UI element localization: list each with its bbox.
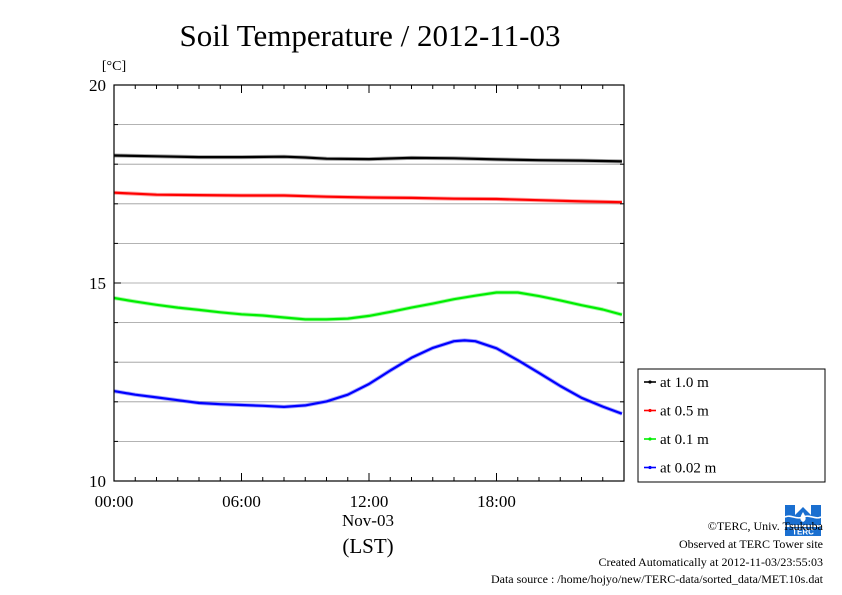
x-axis-ticks: 00:00 06:00 12:00 18:00 [95, 85, 625, 511]
created-text: Created Automatically at 2012-11-03/23:5… [598, 555, 823, 569]
data-source-text: Data source : /home/hojyo/new/TERC-data/… [490, 572, 823, 586]
legend-label: at 0.5 m [660, 404, 709, 420]
legend: at 1.0 m at 0.5 m at 0.1 m at 0.02 m [637, 368, 826, 483]
observed-text: Observed at TERC Tower site [678, 537, 823, 551]
legend-label: at 1.0 m [660, 375, 709, 391]
y-tick-label: 10 [89, 472, 106, 491]
legend-label: at 0.02 m [660, 461, 717, 477]
x-tick-label: 12:00 [350, 492, 389, 511]
copyright-text: ©TERC, Univ. Tsukuba [707, 519, 823, 533]
date-label: Nov-03 [342, 511, 394, 530]
x-tick-label: 00:00 [95, 492, 134, 511]
legend-marker [648, 380, 652, 384]
y-axis-ticks: 10 15 20 [89, 76, 624, 491]
series-line [113, 154, 622, 163]
legend-marker [648, 408, 652, 413]
chart-title: Soil Temperature / 2012-11-03 [180, 18, 561, 53]
y-tick-label: 20 [89, 76, 106, 95]
terc-logo-icon: TERC [784, 503, 822, 537]
legend-label: at 0.1 m [660, 432, 709, 448]
series-line [113, 339, 623, 415]
logo-text: TERC [792, 528, 814, 537]
y-axis-unit-label: [°C] [102, 59, 126, 74]
horizontal-gridlines [114, 124, 624, 442]
y-tick-label: 15 [89, 274, 106, 293]
series-line [113, 191, 622, 204]
legend-box [637, 368, 826, 483]
x-axis-label: (LST) [342, 534, 393, 558]
series-line [113, 291, 623, 321]
legend-marker [648, 437, 652, 441]
series-lines [113, 153, 623, 416]
x-tick-label: 18:00 [477, 492, 516, 511]
x-tick-label: 06:00 [222, 492, 261, 511]
legend-marker [648, 465, 652, 470]
